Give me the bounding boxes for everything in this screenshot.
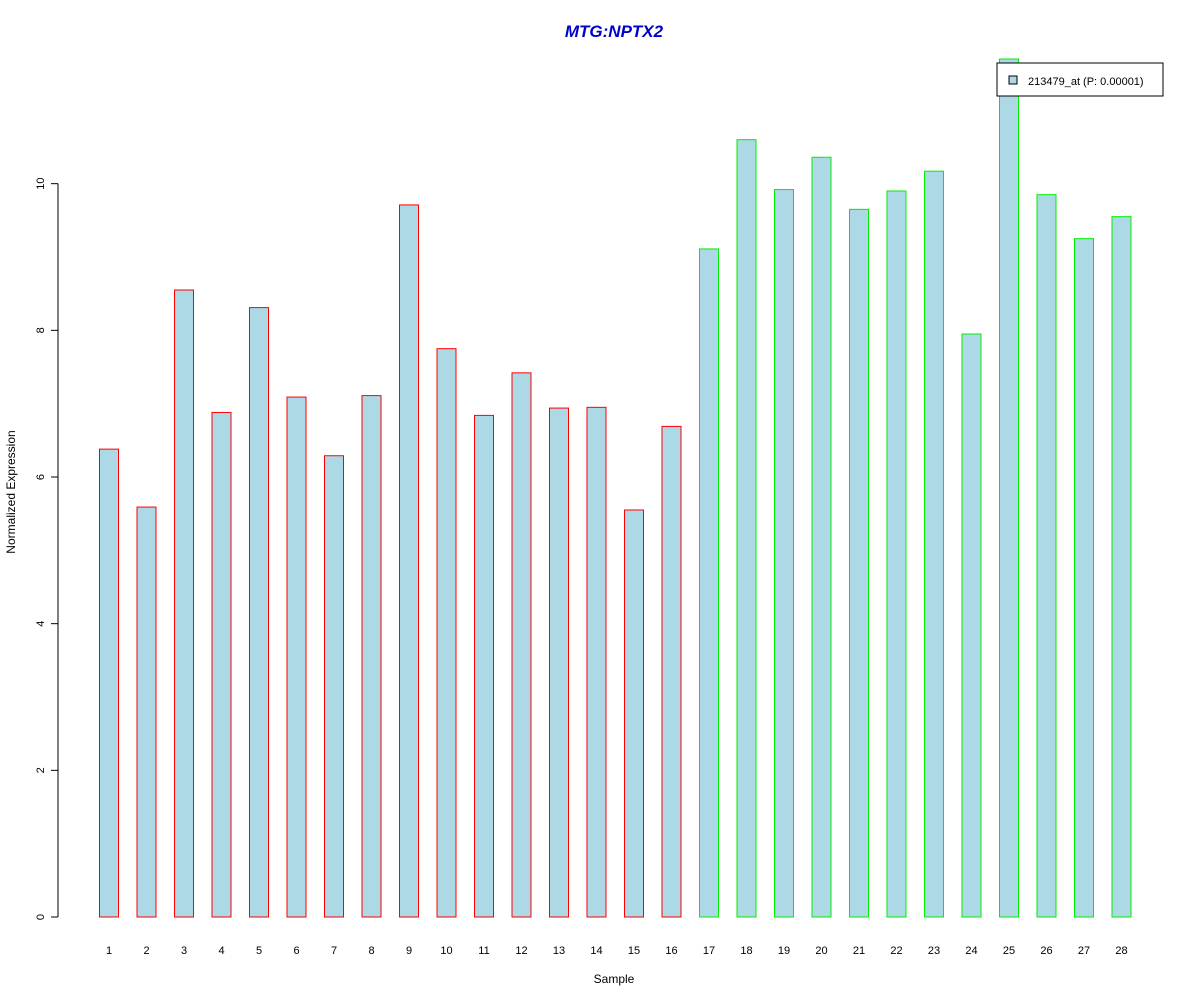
x-tick-label: 19 — [778, 945, 790, 957]
bar-sample-16 — [661, 425, 682, 918]
bar-sample-27 — [1074, 238, 1094, 918]
x-tick-label: 8 — [368, 945, 374, 957]
x-tick-label: 18 — [740, 945, 752, 957]
x-tick-label: 6 — [293, 945, 299, 957]
bar-sample-17 — [699, 248, 719, 918]
bar-sample-19 — [774, 189, 794, 918]
y-tick-label: 8 — [35, 327, 47, 333]
bar-sample-7 — [324, 455, 344, 918]
x-tick-label: 12 — [515, 945, 527, 957]
y-tick-label: 6 — [35, 474, 47, 480]
bar-sample-12 — [511, 372, 532, 918]
chart-title: MTG:NPTX2 — [565, 22, 664, 41]
x-tick-label: 2 — [143, 945, 149, 957]
bar-sample-2 — [136, 506, 157, 918]
x-tick-label: 4 — [218, 945, 224, 957]
bar-sample-24 — [961, 333, 982, 918]
legend-label: 213479_at (P: 0.00001) — [1028, 76, 1144, 88]
y-tick-label: 2 — [35, 767, 47, 773]
x-tick-label: 26 — [1040, 945, 1052, 957]
bar-sample-3 — [174, 289, 194, 918]
x-axis-tick-labels: 1 2 3 4 5 6 7 8 9 10 11 12 13 14 15 16 17 18 19 20 21 22 23 24 2… — [106, 945, 1128, 957]
x-tick-label: 1 — [106, 945, 112, 957]
bar-sample-13 — [549, 407, 569, 918]
x-tick-label: 5 — [256, 945, 262, 957]
bar-sample-10 — [436, 348, 457, 918]
bar-sample-9 — [399, 204, 419, 918]
x-tick-label: 22 — [890, 945, 902, 957]
x-tick-label: 11 — [478, 945, 489, 957]
bar-sample-21 — [849, 208, 869, 918]
x-tick-label: 25 — [1003, 945, 1015, 957]
bar-sample-5 — [249, 307, 269, 918]
bar-sample-28 — [1111, 216, 1132, 918]
x-tick-label: 9 — [406, 945, 412, 957]
x-tick-label: 23 — [928, 945, 940, 957]
bar-sample-15 — [624, 509, 644, 918]
x-tick-label: 13 — [553, 945, 565, 957]
bar-sample-8 — [361, 395, 382, 918]
bar-sample-26 — [1036, 194, 1057, 918]
legend-box — [996, 62, 1164, 97]
y-tick-label: 10 — [35, 178, 47, 190]
y-tick-label: 4 — [35, 621, 47, 627]
x-tick-label: 7 — [331, 945, 337, 957]
bar-sample-25 — [999, 58, 1019, 918]
x-tick-label: 3 — [181, 945, 187, 957]
x-tick-label: 16 — [665, 945, 677, 957]
bar-sample-23 — [924, 170, 944, 918]
bar-sample-4 — [211, 411, 232, 918]
x-tick-label: 20 — [815, 945, 827, 957]
x-tick-label: 14 — [590, 945, 602, 957]
x-tick-label: 28 — [1115, 945, 1127, 957]
y-tick-label: 0 — [35, 914, 47, 920]
x-tick-label: 17 — [703, 945, 715, 957]
bar-sample-20 — [811, 156, 832, 918]
bar-sample-6 — [286, 396, 307, 918]
legend: 213479_at (P: 0.00001) — [996, 62, 1164, 97]
x-axis-label: Sample — [594, 972, 635, 986]
y-axis-label: Normalized Expression — [4, 430, 18, 553]
bar-sample-18 — [736, 139, 757, 918]
bar-sample-22 — [886, 190, 907, 918]
y-axis: 0 2 4 6 8 10 — [35, 178, 59, 920]
x-tick-label: 27 — [1078, 945, 1090, 957]
x-tick-label: 10 — [440, 945, 452, 957]
bar-sample-11 — [474, 414, 494, 918]
x-tick-label: 21 — [853, 945, 865, 957]
legend-swatch — [1008, 75, 1018, 85]
x-tick-label: 24 — [965, 945, 977, 957]
bars — [99, 58, 1132, 918]
bar-sample-1 — [99, 448, 119, 918]
bar-sample-14 — [586, 406, 607, 918]
x-tick-label: 15 — [628, 945, 640, 957]
